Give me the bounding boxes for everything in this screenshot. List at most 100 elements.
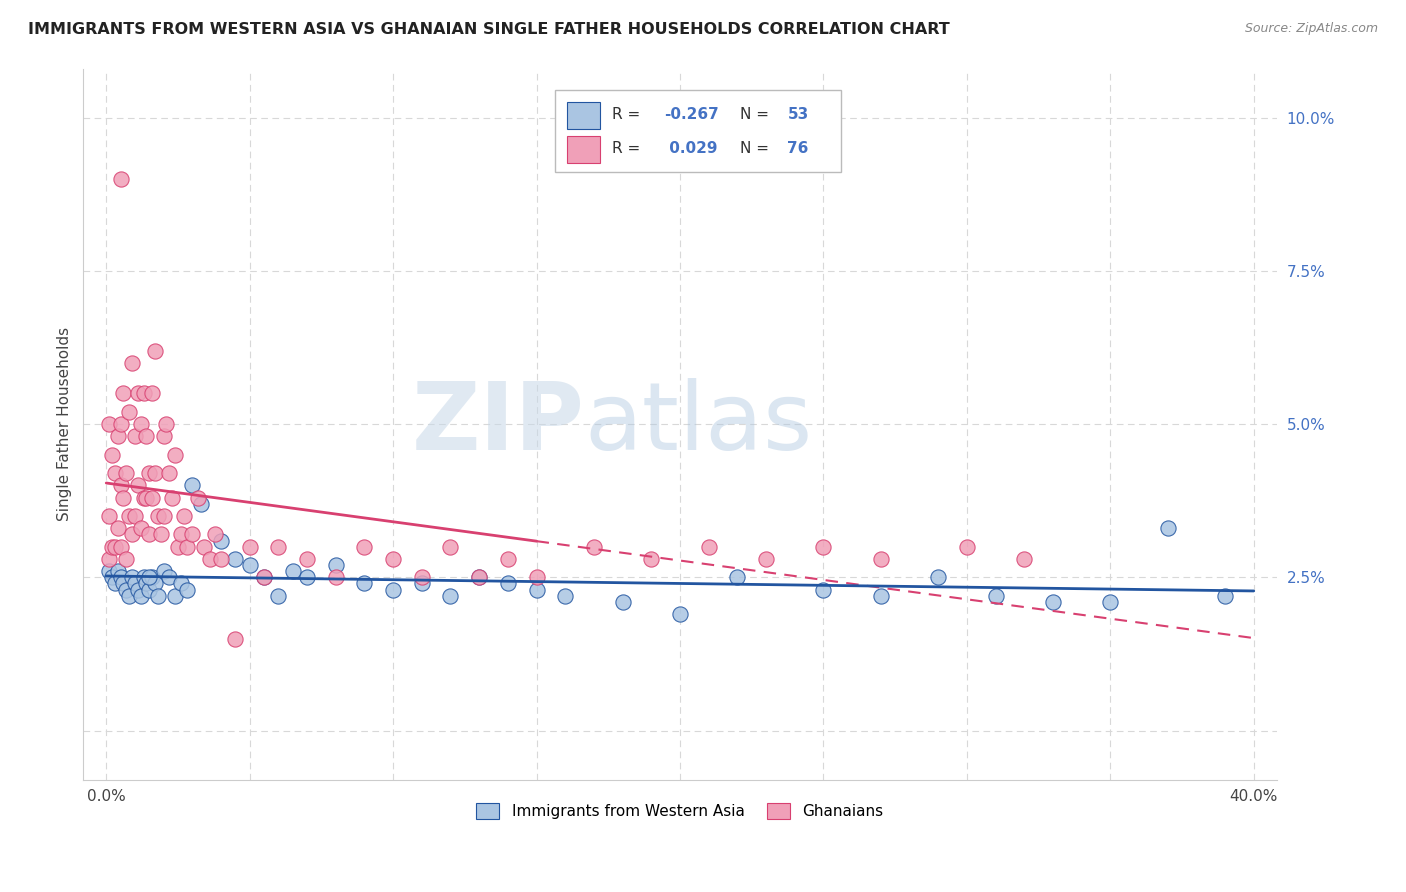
Point xyxy=(157,466,180,480)
Point xyxy=(98,552,121,566)
Text: 0.029: 0.029 xyxy=(665,141,718,156)
Point xyxy=(138,466,160,480)
Point xyxy=(143,466,166,480)
Point xyxy=(129,417,152,431)
Point xyxy=(165,589,187,603)
Point xyxy=(104,540,127,554)
Text: R =: R = xyxy=(612,141,645,156)
Point xyxy=(124,508,146,523)
Point xyxy=(224,632,246,646)
Point xyxy=(295,570,318,584)
Point xyxy=(353,576,375,591)
Point xyxy=(496,576,519,591)
Point xyxy=(353,540,375,554)
Point xyxy=(141,386,163,401)
Point xyxy=(110,172,132,186)
Point xyxy=(927,570,949,584)
Point xyxy=(129,589,152,603)
Point xyxy=(1099,595,1122,609)
Point xyxy=(143,343,166,358)
Point xyxy=(132,491,155,505)
Point xyxy=(143,576,166,591)
Point xyxy=(112,491,135,505)
Point xyxy=(697,540,720,554)
Point xyxy=(127,582,149,597)
Point xyxy=(101,540,124,554)
Point xyxy=(121,570,143,584)
Point xyxy=(146,589,169,603)
Point xyxy=(281,564,304,578)
Point xyxy=(253,570,276,584)
Point xyxy=(526,570,548,584)
Point xyxy=(104,576,127,591)
Point xyxy=(190,497,212,511)
Bar xyxy=(567,102,600,129)
Point xyxy=(138,582,160,597)
Point xyxy=(170,527,193,541)
Text: R =: R = xyxy=(612,107,645,122)
Text: atlas: atlas xyxy=(585,378,813,470)
Text: 53: 53 xyxy=(787,107,808,122)
Point xyxy=(98,564,121,578)
Point xyxy=(1012,552,1035,566)
Point xyxy=(112,576,135,591)
Point xyxy=(121,527,143,541)
Point xyxy=(152,564,174,578)
Point xyxy=(141,570,163,584)
Point xyxy=(181,527,204,541)
Bar xyxy=(567,136,600,163)
Point xyxy=(160,491,183,505)
Point xyxy=(1213,589,1236,603)
Point xyxy=(187,491,209,505)
Point xyxy=(267,589,290,603)
Point xyxy=(984,589,1007,603)
Point xyxy=(869,552,891,566)
Point xyxy=(115,466,138,480)
Point xyxy=(1042,595,1064,609)
Point xyxy=(149,527,172,541)
Text: IMMIGRANTS FROM WESTERN ASIA VS GHANAIAN SINGLE FATHER HOUSEHOLDS CORRELATION CH: IMMIGRANTS FROM WESTERN ASIA VS GHANAIAN… xyxy=(28,22,950,37)
Point xyxy=(135,429,157,443)
Point xyxy=(239,540,262,554)
Point xyxy=(118,508,141,523)
Point xyxy=(209,552,232,566)
Point xyxy=(107,429,129,443)
Point xyxy=(107,521,129,535)
Point xyxy=(115,582,138,597)
Point xyxy=(110,417,132,431)
Point xyxy=(209,533,232,548)
Point xyxy=(468,570,491,584)
Point xyxy=(129,521,152,535)
Point xyxy=(204,527,226,541)
Point xyxy=(110,540,132,554)
Point xyxy=(110,478,132,492)
Point xyxy=(669,607,692,621)
Point xyxy=(325,558,347,572)
Point xyxy=(98,508,121,523)
Point xyxy=(253,570,276,584)
Point xyxy=(554,589,576,603)
Point xyxy=(115,552,138,566)
Text: ZIP: ZIP xyxy=(412,378,585,470)
Point xyxy=(146,508,169,523)
Point xyxy=(239,558,262,572)
Point xyxy=(295,552,318,566)
Point xyxy=(181,478,204,492)
Point xyxy=(956,540,979,554)
Point xyxy=(755,552,778,566)
Point xyxy=(104,466,127,480)
Point xyxy=(526,582,548,597)
Point xyxy=(170,576,193,591)
Point xyxy=(101,570,124,584)
Point xyxy=(813,582,835,597)
Point xyxy=(869,589,891,603)
Point xyxy=(813,540,835,554)
Point xyxy=(167,540,190,554)
Text: N =: N = xyxy=(740,107,773,122)
Point xyxy=(325,570,347,584)
Point xyxy=(132,570,155,584)
Point xyxy=(152,508,174,523)
Point xyxy=(98,417,121,431)
Point xyxy=(141,491,163,505)
Point xyxy=(640,552,662,566)
